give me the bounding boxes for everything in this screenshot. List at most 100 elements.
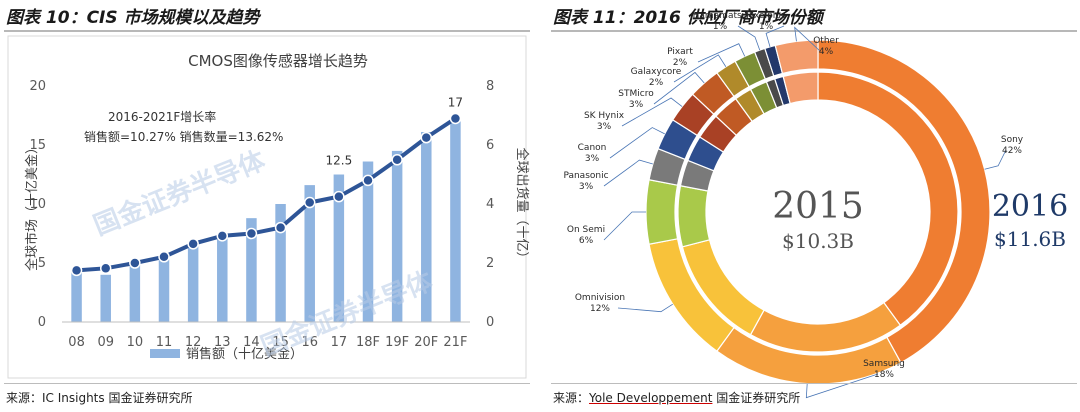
growth-title: 2016-2021F增长率	[108, 109, 216, 124]
slice-pct-galaxycore: 2%	[649, 78, 664, 88]
leader-panasonic	[603, 159, 653, 187]
inner-value: $10.3B	[782, 229, 854, 253]
x-tick-14: 14	[243, 335, 260, 350]
bar-19F	[391, 150, 403, 322]
slice-pct-on-semi: 6%	[579, 236, 594, 246]
bar-14	[246, 218, 257, 322]
slice-label-galaxycore: Galaxycore	[631, 67, 682, 77]
leader-hamamatsu	[737, 25, 761, 51]
y-left-tick: 15	[29, 138, 46, 153]
left-source-divider	[4, 383, 530, 384]
right-source-divider	[551, 383, 1077, 384]
y-left-tick: 5	[38, 256, 46, 271]
inner-slice-other	[782, 71, 819, 105]
leader-other	[794, 26, 821, 52]
bar-17	[333, 174, 345, 322]
y-axis-right-label: 全球出货量（十亿）	[514, 147, 530, 264]
legend-swatch	[150, 349, 180, 358]
right-source-prefix: 来源：	[553, 391, 590, 405]
slice-label-pixart: Pixart	[667, 47, 693, 57]
legend-label: 销售额（十亿美金）	[186, 346, 303, 362]
slice-pct-samsung: 18%	[874, 370, 894, 380]
bar-10	[129, 263, 141, 322]
leader-canon	[609, 127, 665, 159]
x-tick-11: 11	[156, 335, 173, 350]
x-tick-15: 15	[272, 335, 289, 350]
outer-value: $11.6B	[994, 227, 1066, 251]
line-point-11	[158, 251, 170, 263]
y-left-tick: 10	[29, 197, 46, 212]
bar-11	[158, 259, 170, 322]
slice-pct-omnivision: 12%	[590, 304, 610, 314]
data-label-21F: 17	[448, 95, 463, 109]
right-source-suffix: 国金证券研究所	[712, 391, 801, 405]
left-source: 来源：IC Insights 国金证券研究所	[6, 391, 193, 405]
left-chart-frame	[7, 35, 527, 379]
leader-pixart	[697, 43, 746, 63]
slice-label-hamamatsu: Hamamatsu	[693, 11, 748, 21]
slice-label-other: Other	[813, 36, 839, 46]
bar-09	[100, 274, 111, 322]
slice-pct-other: 4%	[819, 47, 834, 57]
line-point-08	[70, 264, 83, 277]
leader-on-semi	[603, 211, 646, 241]
y-axis-left-label: 全球市场（十亿美金）	[24, 141, 40, 271]
x-tick-10: 10	[127, 335, 144, 350]
watermark-1: 国金证券半导体	[89, 144, 270, 241]
slice-pct-stmicro: 3%	[629, 100, 644, 110]
slice-label-panasonic: Panasonic	[563, 171, 608, 181]
line-point-21F	[449, 112, 462, 125]
leader-stmicro	[653, 71, 705, 105]
line-point-14	[245, 227, 258, 240]
line-point-20F	[420, 131, 433, 144]
leader-galaxycore	[673, 54, 727, 83]
slice-pct-pixart: 2%	[673, 58, 688, 68]
line-point-17	[333, 190, 345, 203]
bar-20F	[421, 132, 432, 322]
leader-omnivision	[617, 303, 673, 313]
line-point-09	[99, 262, 112, 275]
slice-label-on-semi: On Semi	[567, 225, 605, 235]
axes: 0 5 10 15 20 0 2 4 6 8 08 09 10 11 12 13 14 15 16 17 18F 19F 2…	[29, 79, 494, 350]
inner-slice-on-semi	[677, 185, 711, 248]
slice-pct-sony: 42%	[1002, 146, 1022, 156]
bar-18F	[362, 161, 374, 322]
bar-08	[71, 271, 82, 322]
left-title-divider	[4, 30, 530, 32]
y-right-tick: 6	[486, 138, 494, 153]
x-tick-20F: 20F	[414, 335, 438, 350]
outer-slice-on-semi	[645, 179, 679, 245]
slice-label-sk-hynix: SK Hynix	[584, 111, 625, 121]
slice-label-stmicro: STMicro	[618, 89, 654, 99]
x-tick-17: 17	[331, 335, 348, 350]
bar-13	[217, 237, 228, 322]
slice-label-pixelplus: Pixelplus	[746, 11, 786, 21]
x-tick-13: 13	[214, 335, 231, 350]
donut-outer-ring	[645, 39, 991, 385]
y-right-tick: 8	[486, 79, 494, 94]
leader-samsung	[805, 373, 879, 399]
slice-pct-hamamatsu: 1%	[713, 22, 728, 32]
inner-year: 2015	[772, 186, 864, 227]
slice-label-omnivision: Omnivision	[575, 293, 625, 303]
line-series	[70, 112, 462, 277]
slice-pct-pixelplus: 1%	[759, 22, 774, 32]
left-panel-title: 图表 10：CIS 市场规模以及趋势	[6, 8, 260, 28]
y-left-tick: 20	[29, 79, 46, 94]
x-tick-09: 09	[97, 335, 114, 350]
slice-label-sony: Sony	[1001, 135, 1024, 145]
bar-16	[304, 185, 315, 322]
x-tick-16: 16	[301, 335, 318, 350]
x-tick-12: 12	[185, 335, 202, 350]
y-left-tick: 0	[38, 315, 46, 330]
line-point-15	[274, 221, 287, 234]
line-point-12	[187, 238, 199, 250]
slice-pct-panasonic: 3%	[579, 182, 594, 192]
x-tick-21F: 21F	[443, 335, 467, 350]
right-source: 来源：Yole Developpement 国金证券研究所	[553, 389, 800, 406]
right-source-link[interactable]: Yole Developpement	[589, 391, 713, 405]
leader-pixelplus	[765, 25, 785, 47]
line-point-10	[129, 257, 141, 269]
line-point-16	[303, 196, 316, 209]
line-point-19F	[391, 154, 403, 166]
